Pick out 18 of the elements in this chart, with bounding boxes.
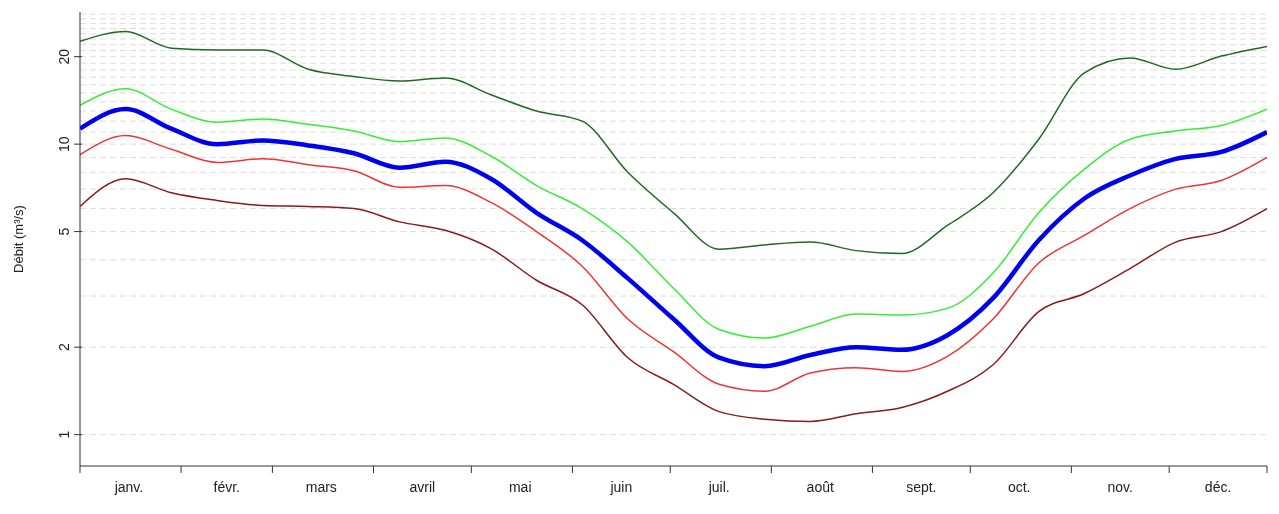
y-axis-title: Débit (m³/s) <box>10 205 26 273</box>
x-tick-label: juin <box>609 479 633 495</box>
x-tick-label: juil. <box>707 479 730 495</box>
x-tick-label: avril <box>409 479 436 495</box>
x-tick-label: déc. <box>1204 479 1232 495</box>
x-tick-label: août <box>806 479 834 495</box>
y-tick-label: 1 <box>56 430 72 439</box>
y-tick-label: 20 <box>56 48 72 65</box>
x-tick-label: sept. <box>906 479 937 495</box>
x-tick-label: oct. <box>1007 479 1031 495</box>
y-tick-label: 5 <box>56 227 72 236</box>
x-tick-label: nov. <box>1107 479 1133 495</box>
y-tick-label: 2 <box>56 343 72 352</box>
y-tick-label: 10 <box>56 136 72 152</box>
x-tick-label: mars <box>305 479 337 495</box>
x-tick-label: févr. <box>213 479 240 495</box>
x-tick-label: mai <box>508 479 532 495</box>
x-tick-label: janv. <box>113 479 144 495</box>
